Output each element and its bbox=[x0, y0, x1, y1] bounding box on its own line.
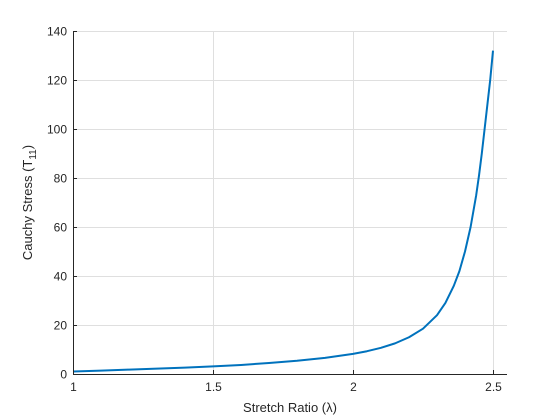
y-tick-label-2: 40 bbox=[54, 270, 68, 284]
y-axis-ticks: 0 20 40 60 80 100 120 140 bbox=[47, 25, 77, 382]
y-axis-label-main: Cauchy Stress (T bbox=[20, 160, 35, 260]
y-tick-label-7: 140 bbox=[47, 25, 67, 39]
y-tick-label-4: 80 bbox=[54, 172, 68, 186]
x-tick-label-0: 1 bbox=[70, 380, 77, 394]
grid bbox=[73, 31, 507, 375]
x-tick-label-2: 2 bbox=[350, 380, 357, 394]
x-tick-label-3: 2.5 bbox=[485, 380, 502, 394]
x-axis-ticks: 1 1.5 2 2.5 bbox=[70, 370, 502, 394]
y-axis-label-close: ) bbox=[20, 145, 35, 149]
y-tick-label-5: 100 bbox=[47, 123, 67, 137]
plot-lines bbox=[72, 50, 494, 373]
series-line-0 bbox=[72, 50, 494, 373]
x-axis-label: Stretch Ratio (λ) bbox=[243, 400, 337, 415]
y-axis-label: Cauchy Stress (T11) bbox=[20, 145, 39, 260]
plot-area bbox=[73, 31, 507, 374]
y-tick-label-6: 120 bbox=[47, 74, 67, 88]
x-tick-label-1: 1.5 bbox=[205, 380, 222, 394]
axes bbox=[73, 31, 507, 375]
y-tick-label-1: 20 bbox=[54, 319, 68, 333]
y-tick-label-0: 0 bbox=[60, 368, 67, 382]
y-axis-label-subscript: 11 bbox=[28, 149, 39, 160]
y-tick-label-3: 60 bbox=[54, 221, 68, 235]
